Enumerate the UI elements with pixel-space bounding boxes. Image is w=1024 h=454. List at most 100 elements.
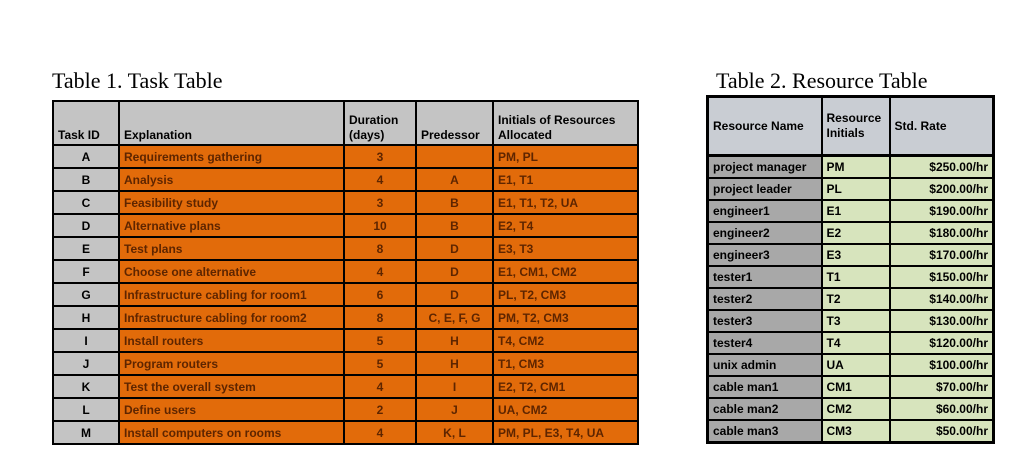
cell-id: L [52,397,120,422]
cell-name: engineer1 [706,199,823,223]
cell-predecessor: C, E, F, G [415,305,494,330]
task-table: Task ID Explanation Duration (days) Pred… [52,100,639,445]
cell-explanation: Analysis [118,167,345,192]
cell-id: D [52,213,120,238]
cell-duration: 10 [343,213,417,238]
cell-predecessor: K, L [415,420,494,445]
cell-name: tester2 [706,287,823,311]
header-resource-initials: Resource Initials [820,95,891,157]
cell-rate: $120.00/hr [888,331,995,355]
header-initials: Initials of Resources Allocated [492,100,639,146]
table-row: project manager PM $250.00/hr [706,154,995,179]
cell-id: I [52,328,120,353]
cell-name: engineer2 [706,221,823,245]
cell-duration: 6 [343,282,417,307]
cell-predecessor: D [415,259,494,284]
cell-explanation: Infrastructure cabling for room2 [118,305,345,330]
table-row: tester3 T3 $130.00/hr [706,309,995,333]
cell-initials: CM3 [820,419,891,444]
table-row: unix admin UA $100.00/hr [706,353,995,377]
cell-initials: E1 [820,199,891,223]
cell-initials: PM, T2, CM3 [492,305,639,330]
cell-initials: E2, T4 [492,213,639,238]
table-row: E Test plans 8 D E3, T3 [52,236,639,261]
table-row: L Define users 2 J UA, CM2 [52,397,639,422]
cell-duration: 3 [343,190,417,215]
cell-id: K [52,374,120,399]
cell-duration: 4 [343,167,417,192]
cell-name: engineer3 [706,243,823,267]
cell-name: cable man2 [706,397,823,421]
cell-initials: PM [820,154,891,179]
header-resource-name: Resource Name [706,95,823,157]
cell-explanation: Install computers on rooms [118,420,345,445]
cell-predecessor: D [415,282,494,307]
header-duration: Duration (days) [343,100,417,146]
cell-rate: $180.00/hr [888,221,995,245]
cell-id: H [52,305,120,330]
cell-duration: 4 [343,420,417,445]
cell-predecessor: D [415,236,494,261]
cell-predecessor: H [415,351,494,376]
cell-name: tester4 [706,331,823,355]
header-explanation: Explanation [118,100,345,146]
table-row: H Infrastructure cabling for room2 8 C, E, … [52,305,639,330]
cell-id: M [52,420,120,445]
header-predecessor: Predessor [415,100,494,146]
cell-duration: 8 [343,305,417,330]
table-row: K Test the overall system 4 I E2, T2, CM1 [52,374,639,399]
header-task-id: Task ID [52,100,120,146]
header-std-rate: Std. Rate [888,95,995,157]
task-table-title: Table 1. Task Table [52,68,223,93]
cell-rate: $50.00/hr [888,419,995,444]
table-row: cable man2 CM2 $60.00/hr [706,397,995,421]
cell-predecessor: A [415,167,494,192]
cell-initials: T4 [820,331,891,355]
cell-rate: $250.00/hr [888,154,995,179]
cell-initials: CM2 [820,397,891,421]
cell-rate: $70.00/hr [888,375,995,399]
cell-name: project leader [706,177,823,201]
cell-id: C [52,190,120,215]
cell-initials: T3 [820,309,891,333]
cell-rate: $140.00/hr [888,287,995,311]
cell-rate: $130.00/hr [888,309,995,333]
cell-initials: T4, CM2 [492,328,639,353]
table-row: project leader PL $200.00/hr [706,177,995,201]
resource-table-body: project manager PM $250.00/hr project leade… [706,154,995,444]
table-row: F Choose one alternative 4 D E1, CM1, CM2 [52,259,639,284]
cell-initials: T2 [820,287,891,311]
cell-duration: 8 [343,236,417,261]
cell-explanation: Alternative plans [118,213,345,238]
cell-id: B [52,167,120,192]
cell-predecessor: B [415,213,494,238]
cell-name: cable man1 [706,375,823,399]
table-row: cable man1 CM1 $70.00/hr [706,375,995,399]
cell-name: cable man3 [706,419,823,444]
cell-rate: $100.00/hr [888,353,995,377]
table-row: engineer1 E1 $190.00/hr [706,199,995,223]
cell-initials: E3, T3 [492,236,639,261]
cell-initials: E1, T1 [492,167,639,192]
cell-rate: $190.00/hr [888,199,995,223]
table-row: tester1 T1 $150.00/hr [706,265,995,289]
cell-initials: CM1 [820,375,891,399]
cell-explanation: Define users [118,397,345,422]
cell-name: tester3 [706,309,823,333]
cell-explanation: Test the overall system [118,374,345,399]
cell-id: F [52,259,120,284]
cell-duration: 5 [343,328,417,353]
cell-rate: $150.00/hr [888,265,995,289]
resource-table-header-row: Resource Name Resource Initials Std. Rat… [706,95,995,157]
cell-initials: E2 [820,221,891,245]
table-row: cable man3 CM3 $50.00/hr [706,419,995,444]
cell-initials: E3 [820,243,891,267]
cell-name: tester1 [706,265,823,289]
cell-predecessor: J [415,397,494,422]
cell-initials: T1, CM3 [492,351,639,376]
cell-explanation: Requirements gathering [118,144,345,169]
task-table-header-row: Task ID Explanation Duration (days) Pred… [52,100,639,146]
cell-explanation: Test plans [118,236,345,261]
table-row: M Install computers on rooms 4 K, L PM, PL, … [52,420,639,445]
